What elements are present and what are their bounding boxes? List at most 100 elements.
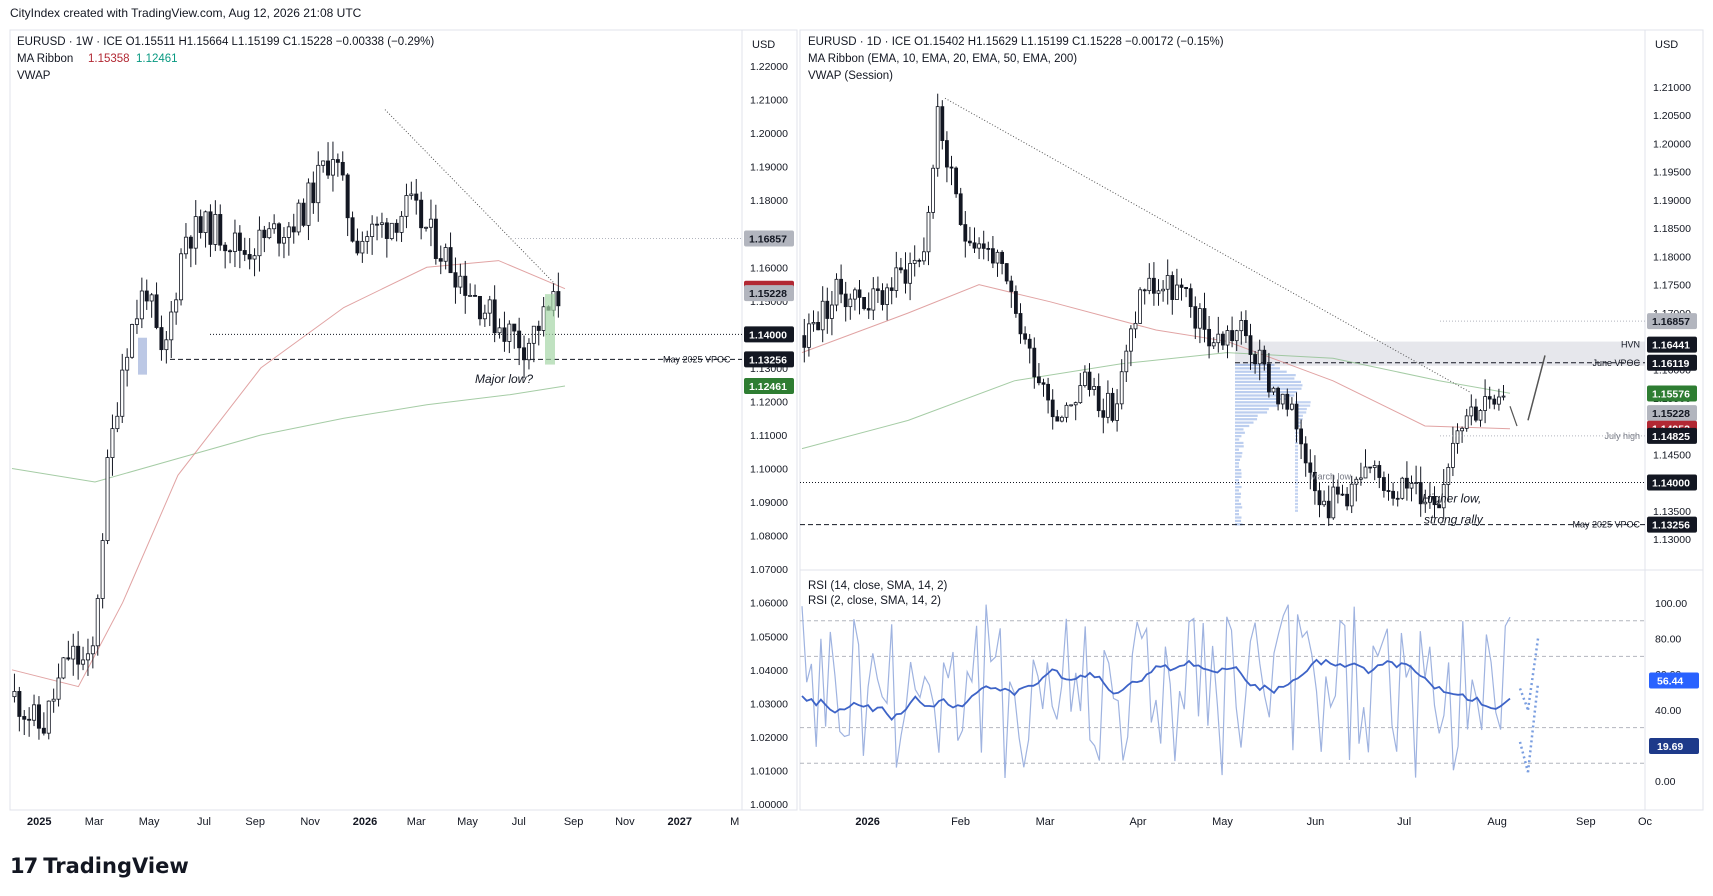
y-tick-label: 1.21000 — [750, 95, 788, 107]
price-badge — [1647, 427, 1697, 444]
candle-body — [1211, 342, 1216, 347]
volume-profile-bar — [1295, 404, 1311, 407]
weekly-symbol-line: EURUSD · 1W · ICE O1.15511 H1.15664 L1.1… — [17, 36, 434, 48]
x-tick-label: Mar — [407, 816, 426, 828]
highlight-zone — [545, 294, 555, 365]
candle-body — [100, 540, 105, 599]
candle-body — [409, 193, 414, 196]
volume-profile-bar — [1295, 458, 1298, 461]
candle-body — [1119, 371, 1124, 405]
volume-profile-bar — [1235, 496, 1241, 499]
price-badge-text: 1.16857 — [749, 234, 787, 246]
candle-body — [1331, 486, 1336, 519]
volume-profile-bar — [1235, 394, 1295, 397]
volume-profile-bar — [1235, 499, 1239, 502]
tradingview-brand[interactable]: 17 TradingView — [10, 854, 189, 878]
candle-body — [1386, 490, 1391, 492]
volume-profile-bar — [1295, 479, 1298, 482]
price-badge-text: 1.15228 — [1652, 408, 1690, 420]
candle-body — [66, 657, 71, 660]
volume-profile-bar — [1295, 407, 1307, 411]
rsi-badge-text: 56.44 — [1657, 676, 1683, 688]
rsi-14-line — [801, 658, 1511, 721]
volume-profile-bar — [1235, 407, 1269, 411]
candle-body — [105, 457, 110, 541]
candle-body — [281, 236, 286, 244]
volume-profile-bar — [1235, 438, 1240, 441]
candle-body — [1138, 289, 1142, 324]
x-tick-label: Jul — [512, 816, 526, 828]
y-tick-label: 1.14500 — [1653, 449, 1691, 461]
volume-profile-bar — [1235, 485, 1242, 489]
candle-body — [912, 259, 917, 264]
volume-profile-bar — [1295, 455, 1298, 458]
candle-body — [1308, 462, 1313, 473]
candle-body — [448, 247, 453, 274]
volume-profile-bar — [1235, 479, 1239, 482]
candle-body — [536, 325, 541, 331]
candle-body — [228, 250, 233, 253]
candle-body — [1313, 471, 1317, 492]
candle-body — [183, 236, 188, 255]
volume-profile-bar — [1235, 502, 1242, 506]
candle-body — [958, 193, 963, 225]
candle-body — [876, 288, 880, 291]
candle-body — [1336, 486, 1340, 495]
candle-body — [32, 704, 37, 721]
x-tick-label: Feb — [951, 816, 970, 828]
price-axis — [741, 29, 798, 811]
annotation-higher-low: Higher low, — [1422, 491, 1481, 505]
volume-profile-bar — [1295, 485, 1298, 489]
x-tick-label: Mar — [1036, 816, 1055, 828]
volume-profile-bar — [1235, 418, 1258, 421]
candle-body — [1405, 477, 1409, 489]
currency-label: USD — [1655, 39, 1678, 51]
y-tick-label: 1.18000 — [1653, 251, 1691, 263]
candle-body — [159, 327, 164, 351]
volume-profile-bar — [1235, 370, 1287, 373]
y-tick-label: 1.18500 — [1653, 223, 1691, 235]
price-badge — [1647, 336, 1697, 353]
candle-body — [1225, 330, 1230, 346]
candle-body — [277, 223, 282, 244]
candle-body — [1170, 275, 1175, 300]
volume-profile-bar — [1295, 509, 1298, 512]
candle-body — [1230, 330, 1234, 342]
candle-body — [1193, 306, 1198, 329]
y-tick-label: 1.04000 — [750, 665, 788, 677]
candle-body — [1290, 403, 1294, 410]
y-tick-label: 1.20000 — [750, 128, 788, 140]
candle-body — [492, 299, 497, 334]
candle-body — [1073, 402, 1078, 406]
candle-body — [945, 140, 949, 168]
rsi-title-2: RSI (2, close, SMA, 14, 2) — [808, 595, 941, 607]
candle-body — [174, 299, 179, 313]
ma-value-2: 1.12461 — [136, 53, 178, 65]
volume-profile-bar — [1235, 475, 1242, 478]
candle-body — [473, 295, 478, 297]
candle-body — [179, 253, 184, 301]
tradingview-logo-icon: 17 — [10, 854, 38, 878]
candle-body — [144, 290, 149, 302]
daily-vwap-label: VWAP (Session) — [808, 70, 893, 82]
x-tick-label: 2026 — [353, 816, 377, 828]
candle-body — [1492, 398, 1497, 405]
candle-body — [1253, 354, 1257, 365]
candle-body — [1087, 371, 1092, 390]
ma-value-1: 1.15358 — [88, 53, 130, 65]
volume-profile-bar — [1235, 462, 1239, 465]
x-tick-label: Sep — [245, 816, 265, 828]
candle-body — [807, 323, 811, 348]
candle-body — [1115, 403, 1119, 421]
candle-body — [899, 267, 903, 271]
candle-body — [1184, 287, 1188, 290]
candle-body — [223, 244, 228, 252]
candle-body — [1423, 501, 1428, 505]
candle-body — [820, 300, 825, 331]
volume-profile-bar — [1295, 492, 1298, 495]
candle-body — [164, 339, 169, 351]
daily-ma-ribbon-label: MA Ribbon (EMA, 10, EMA, 20, EMA, 50, EM… — [808, 53, 1077, 65]
y-tick-label: 1.18000 — [750, 195, 788, 207]
daily-symbol-line: EURUSD · 1D · ICE O1.15402 H1.15629 L1.1… — [808, 36, 1224, 48]
